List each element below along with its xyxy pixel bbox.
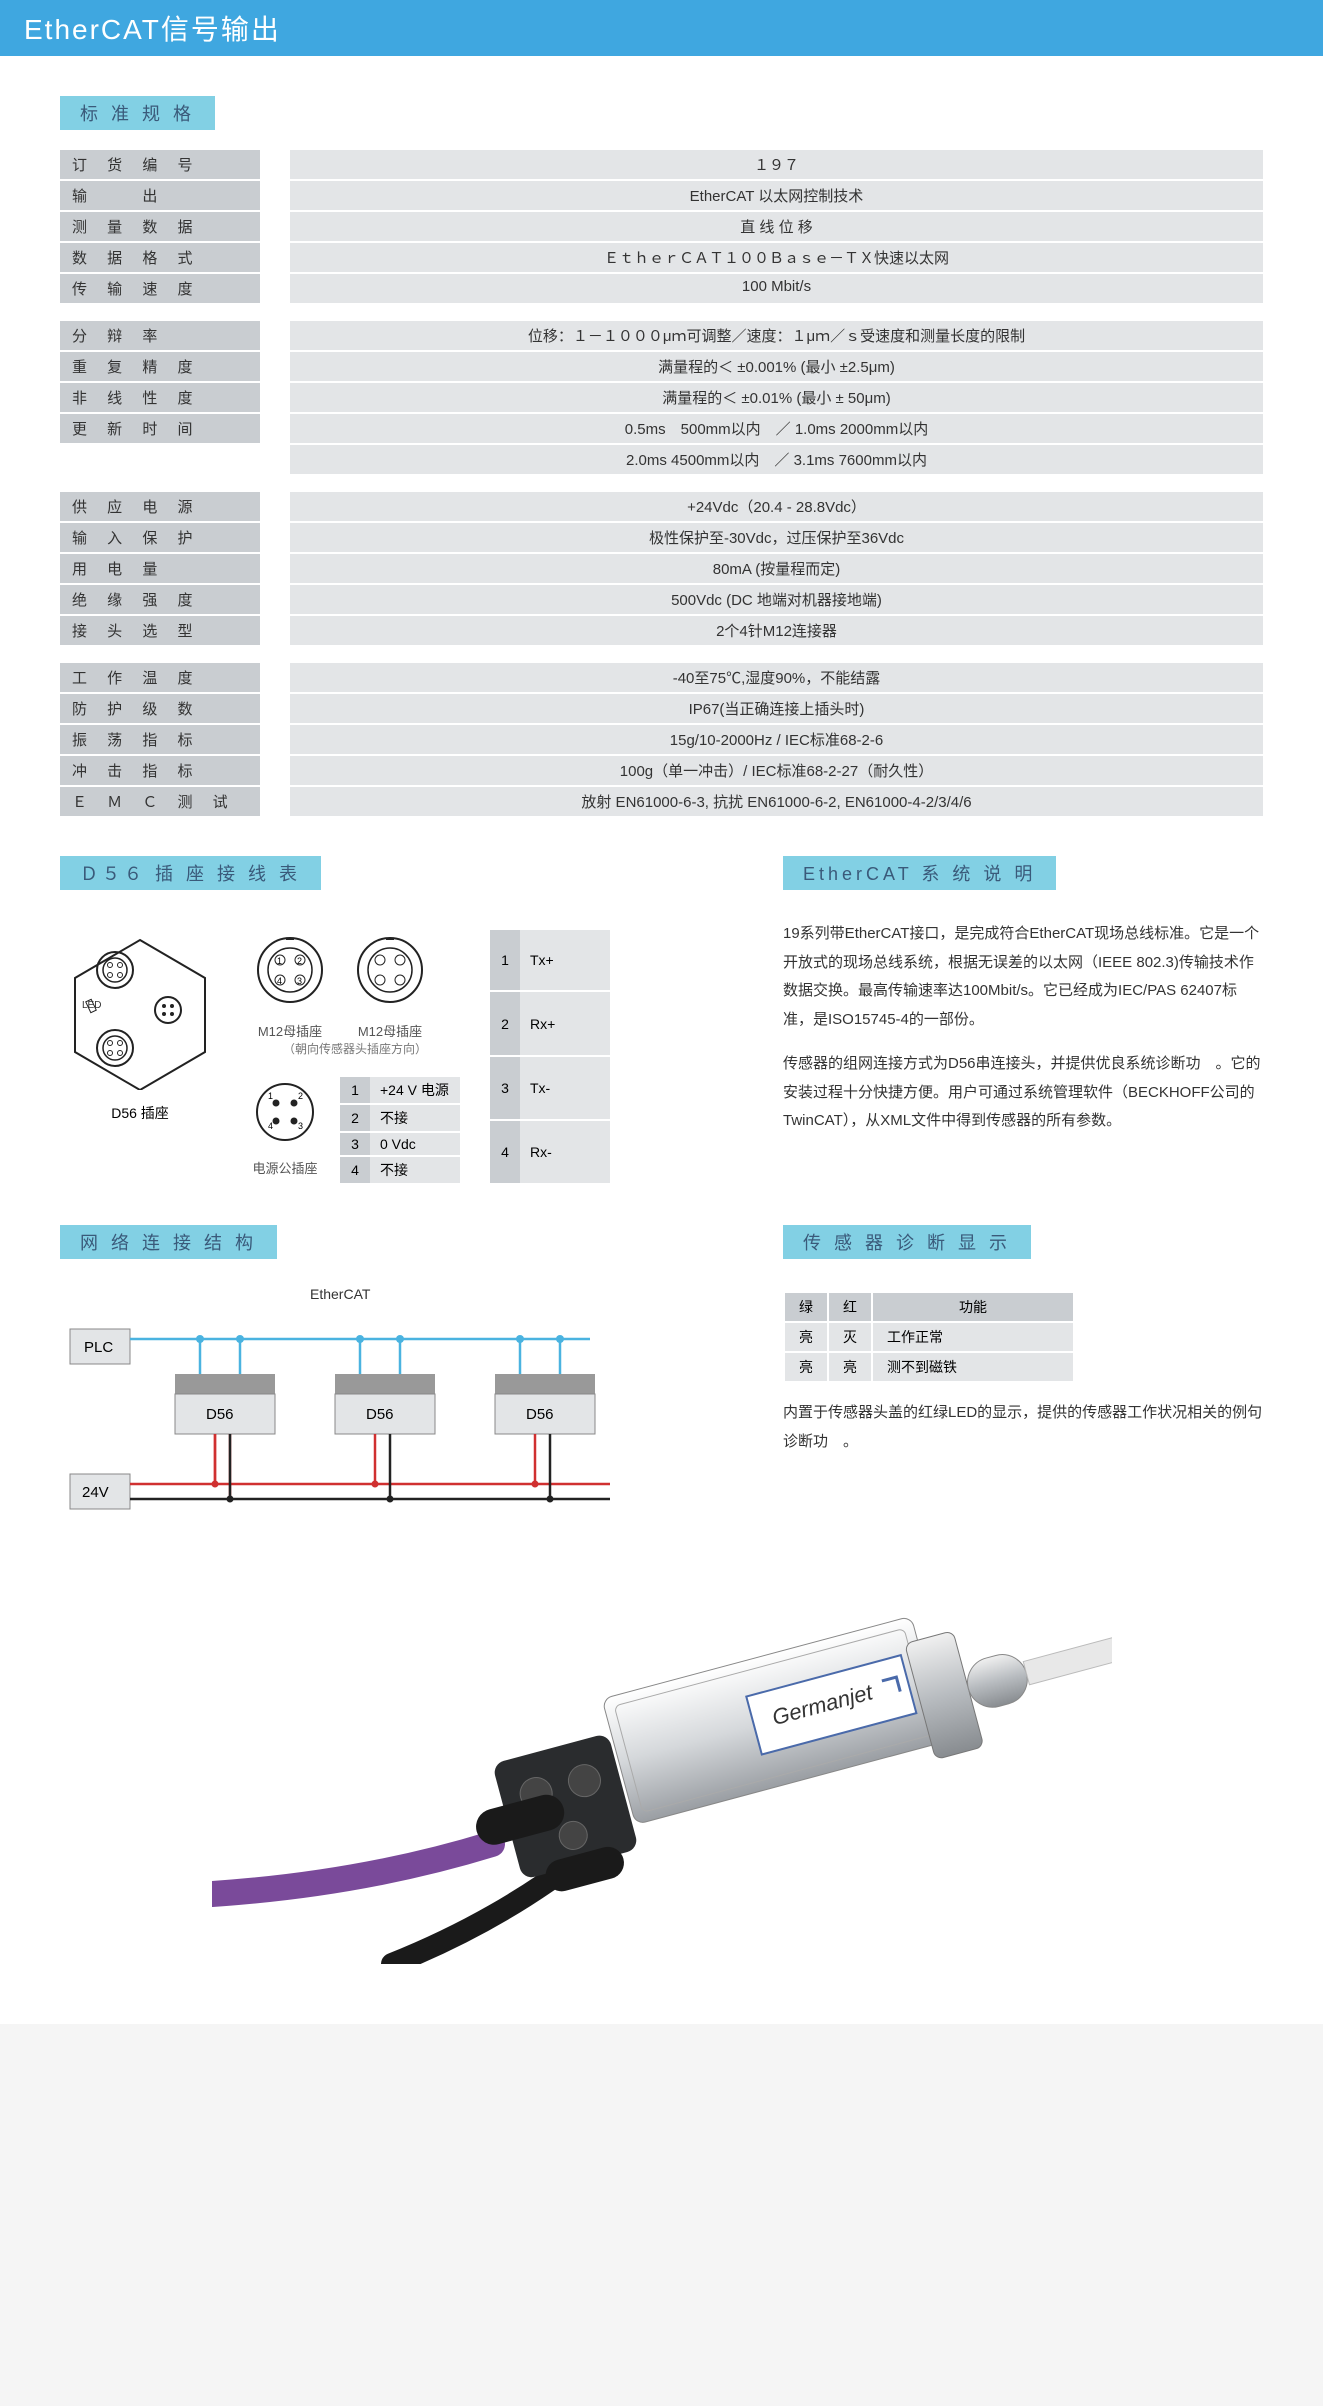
spec-value: EtherCAT 以太网控制技术 xyxy=(290,181,1263,210)
svg-text:PLC: PLC xyxy=(84,1339,113,1356)
spec-label: 输 入 保 护 xyxy=(60,523,260,552)
spec-label: 振 荡 指 标 xyxy=(60,725,260,754)
spec-label: 绝 缘 强 度 xyxy=(60,585,260,614)
svg-text:D56: D56 xyxy=(206,1406,234,1423)
spec-value: 满量程的＜ ±0.001% (最小 ±2.5μm) xyxy=(290,352,1263,381)
power-pin-table: 1+24 V 电源2不接30 Vdc4不接 xyxy=(340,1077,460,1185)
m12-female-label-1: M12母插座 xyxy=(250,1021,330,1040)
d56-title: Ｄ５６ 插 座 接 线 表 xyxy=(60,856,321,890)
page-header: EtherCAT信号输出 xyxy=(0,0,1323,56)
signal-pin-table: 1Tx+2Rx+3Tx-4Rx- xyxy=(490,930,610,1185)
spec-label: 更 新 时 间 xyxy=(60,414,260,443)
diag-title: 传 感 器 诊 断 显 示 xyxy=(783,1225,1031,1259)
diag-hdr-red: 红 xyxy=(829,1293,871,1321)
svg-text:2: 2 xyxy=(297,956,302,966)
d56-socket-icon: LED xyxy=(60,930,220,1090)
spec-label: 工 作 温 度 xyxy=(60,663,260,692)
ethercat-desc-title: EtherCAT 系 统 说 明 xyxy=(783,856,1056,890)
svg-text:3: 3 xyxy=(297,976,302,986)
spec-value: -40至75℃,湿度90%，不能结露 xyxy=(290,663,1263,692)
spec-value: IP67(当正确连接上插头时) xyxy=(290,694,1263,723)
spec-value: 位移：１－１０００μｍ可调整／速度：１μｍ／ｓ受速度和测量长度的限制 xyxy=(290,321,1263,350)
d56-socket-label: D56 插座 xyxy=(60,1103,220,1123)
m12-orientation: （朝向传感器头插座方向） xyxy=(250,1040,460,1057)
spec-label: 非 线 性 度 xyxy=(60,383,260,412)
spec-label: 传 输 速 度 xyxy=(60,274,260,303)
spec-value: 极性保护至-30Vdc，过压保护至36Vdc xyxy=(290,523,1263,552)
spec-label: 供 应 电 源 xyxy=(60,492,260,521)
svg-text:1: 1 xyxy=(268,1091,273,1101)
spec-title: 标 准 规 格 xyxy=(60,96,215,130)
spec-value: 2.0ms 4500mm以内 ／ 3.1ms 7600mm以内 xyxy=(290,445,1263,474)
network-title: 网 络 连 接 结 构 xyxy=(60,1225,277,1259)
power-male-label: 电源公插座 xyxy=(250,1158,320,1177)
spec-value: 0.5ms 500mm以内 ／ 1.0ms 2000mm以内 xyxy=(290,414,1263,443)
spec-label: Ｅ Ｍ Ｃ 测 试 xyxy=(60,787,260,816)
svg-text:4: 4 xyxy=(277,976,282,986)
spec-value: 100 Mbit/s xyxy=(290,274,1263,303)
svg-text:3: 3 xyxy=(298,1121,303,1131)
product-image: Germanjet xyxy=(60,1584,1263,1984)
spec-label: 用 电 量 xyxy=(60,554,260,583)
desc-p1: 19系列带EtherCAT接口，是完成符合EtherCAT现场总线标准。它是一个… xyxy=(783,920,1263,1034)
spec-label: 订 货 编 号 xyxy=(60,150,260,179)
spec-label: 冲 击 指 标 xyxy=(60,756,260,785)
spec-value: １９７ xyxy=(290,150,1263,179)
m12-female-2-icon xyxy=(350,930,430,1010)
spec-value: 直 线 位 移 xyxy=(290,212,1263,241)
svg-text:EtherCAT: EtherCAT xyxy=(310,1286,371,1302)
svg-text:2: 2 xyxy=(298,1091,303,1101)
svg-text:24V: 24V xyxy=(82,1484,109,1501)
spec-value: +24Vdc（20.4 - 28.8Vdc） xyxy=(290,492,1263,521)
spec-value: 2个4针M12连接器 xyxy=(290,616,1263,645)
diag-hdr-func: 功能 xyxy=(873,1293,1073,1321)
spec-value: 15g/10-2000Hz / IEC标准68-2-6 xyxy=(290,725,1263,754)
network-diagram: EtherCAT PLC D56 D56 xyxy=(60,1279,620,1539)
spec-value: 放射 EN61000-6-3, 抗扰 EN61000-6-2, EN61000-… xyxy=(290,787,1263,816)
svg-text:D56: D56 xyxy=(526,1406,554,1423)
m12-female-1-icon: 1 2 3 4 xyxy=(250,930,330,1010)
svg-text:1: 1 xyxy=(277,956,282,966)
diag-hdr-green: 绿 xyxy=(785,1293,827,1321)
power-male-icon: 1 2 3 4 xyxy=(250,1077,320,1147)
spec-value: ＥｔｈｅｒＣＡＴ１００Ｂａｓｅ－ＴＸ快速以太网 xyxy=(290,243,1263,272)
spec-value: 500Vdc (DC 地端对机器接地端) xyxy=(290,585,1263,614)
spec-value: 满量程的＜ ±0.01% (最小 ± 50μm) xyxy=(290,383,1263,412)
spec-label: 分 辩 率 xyxy=(60,321,260,350)
diag-note: 内置于传感器头盖的红绿LED的显示，提供的传感器工作状况相关的例句诊断功 。 xyxy=(783,1399,1263,1456)
spec-table: 订 货 编 号 １９７ 输 出 EtherCAT 以太网控制技术测 量 数 据 直 线 … xyxy=(60,150,1263,816)
spec-value: 100g（单一冲击）/ IEC标准68-2-27（耐久性） xyxy=(290,756,1263,785)
spec-label: 数 据 格 式 xyxy=(60,243,260,272)
spec-label: 输 出 xyxy=(60,181,260,210)
spec-label: 接 头 选 型 xyxy=(60,616,260,645)
spec-label: 防 护 级 数 xyxy=(60,694,260,723)
spec-label: 重 复 精 度 xyxy=(60,352,260,381)
spec-value: 80mA (按量程而定) xyxy=(290,554,1263,583)
svg-text:LED: LED xyxy=(82,1000,101,1011)
spec-label: 测 量 数 据 xyxy=(60,212,260,241)
desc-p2: 传感器的组网连接方式为D56串连接头，并提供优良系统诊断功 。它的安装过程十分快… xyxy=(783,1050,1263,1136)
m12-female-label-2: M12母插座 xyxy=(350,1021,430,1040)
diag-table: 绿 红 功能 亮灭工作正常 亮亮测不到磁铁 xyxy=(783,1291,1075,1383)
svg-text:D56: D56 xyxy=(366,1406,394,1423)
svg-text:4: 4 xyxy=(268,1121,273,1131)
